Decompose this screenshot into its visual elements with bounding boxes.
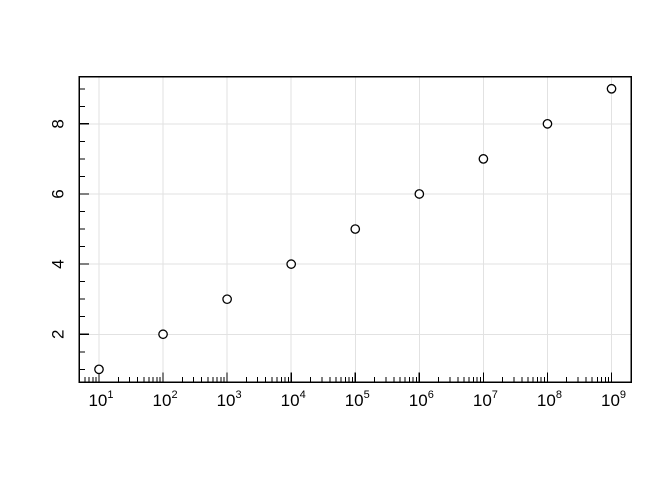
y-tick-label: 4 — [49, 259, 68, 268]
data-point — [222, 294, 232, 305]
x-tick-label: 105 — [345, 389, 370, 410]
x-tick-label: 104 — [281, 389, 306, 410]
data-point — [94, 364, 104, 375]
data-point — [414, 189, 425, 199]
data-point — [158, 329, 168, 340]
data-point — [286, 259, 297, 269]
x-tick-label: 101 — [88, 389, 113, 410]
y-tick-label: 2 — [49, 330, 68, 339]
data-point — [542, 118, 553, 129]
x-tick-label: 108 — [537, 389, 562, 410]
x-tick-label: 103 — [217, 389, 242, 410]
y-tick-label: 8 — [49, 119, 68, 128]
x-tick-label: 106 — [409, 389, 434, 410]
data-point — [350, 224, 361, 234]
x-tick-label: 102 — [153, 389, 178, 410]
y-tick-label: 6 — [49, 189, 68, 198]
data-point — [478, 154, 489, 164]
x-tick-label: 107 — [473, 389, 498, 410]
x-tick-label: 109 — [601, 389, 626, 410]
data-point — [606, 83, 617, 94]
